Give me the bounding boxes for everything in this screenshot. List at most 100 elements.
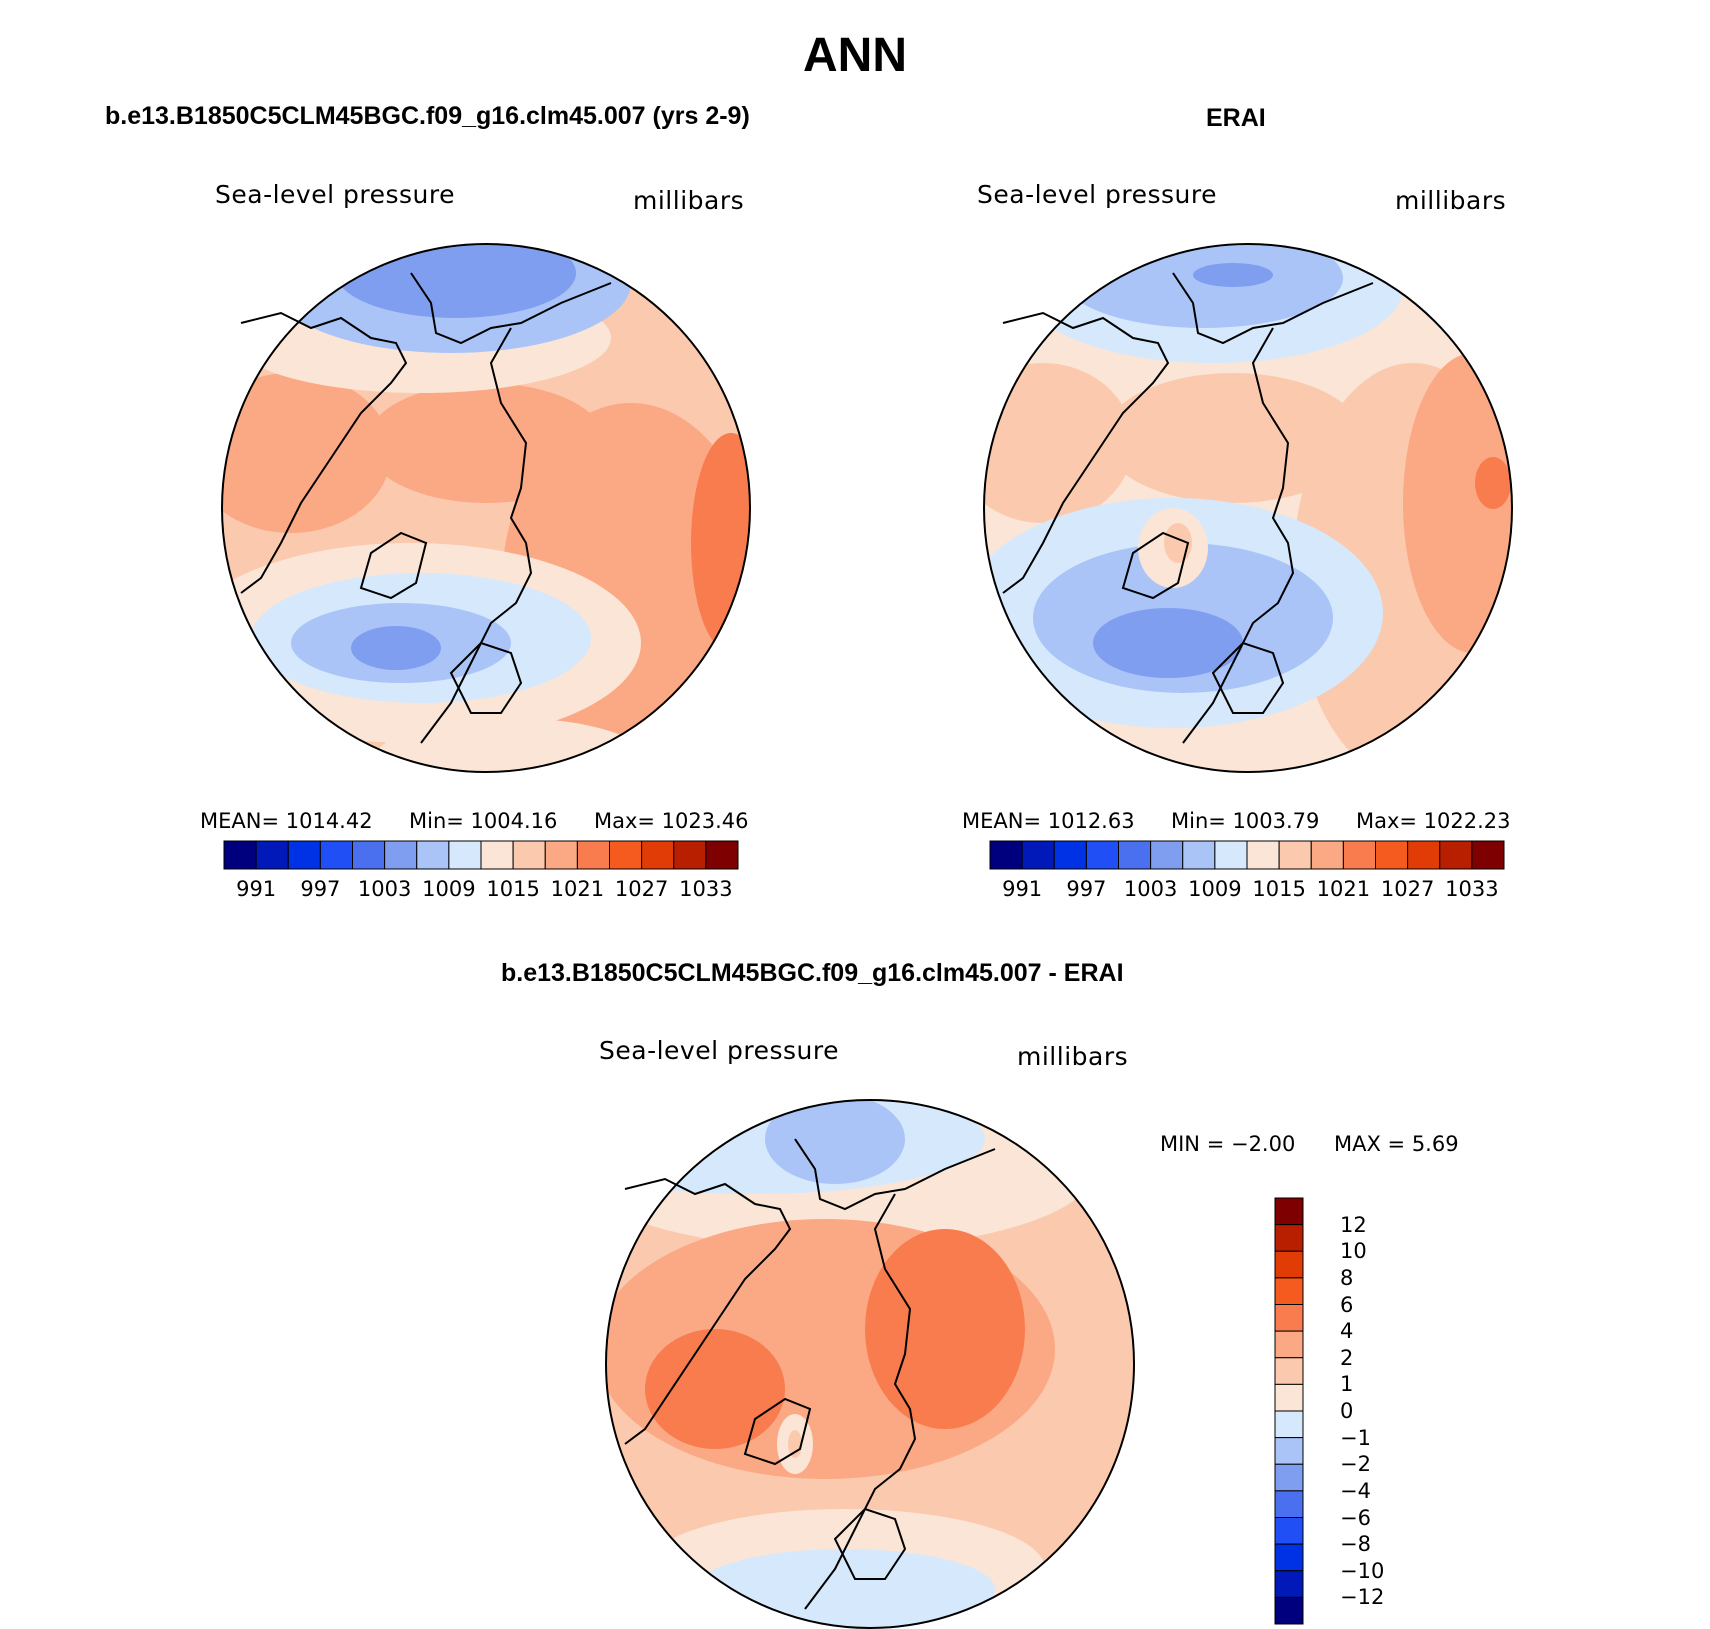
- colorbar-swatch: [287, 840, 321, 870]
- panel-3-variable-label: Sea-level pressure: [599, 1036, 839, 1065]
- colorbar-swatch: [1278, 840, 1312, 870]
- colorbar-tick-label: 1: [1340, 1372, 1354, 1397]
- colorbar-tick-label: 1009: [1188, 877, 1242, 901]
- panel-1-region-atlantic-low-core: [351, 626, 441, 670]
- colorbar-tick-label: 1027: [614, 877, 669, 901]
- colorbar-swatch: [1274, 1410, 1304, 1439]
- panel-1-region-west-high: [222, 373, 391, 533]
- colorbar-swatch: [1085, 840, 1119, 870]
- panel-2-region-pacific-low-core: [1193, 263, 1273, 287]
- panel-1-region-pacific-low-mid: [336, 244, 576, 318]
- panel-3-max-stat: MAX = 5.69: [1334, 1132, 1459, 1156]
- panel-1-title: b.e13.B1850C5CLM45BGC.f09_g16.clm45.007 …: [105, 102, 750, 130]
- colorbar-swatch: [1274, 1197, 1304, 1226]
- panel-3-coastlines: [624, 1138, 996, 1610]
- colorbar-swatch: [1274, 1517, 1304, 1545]
- panel-1-colorbar: [223, 840, 739, 870]
- colorbar-swatch: [1274, 1357, 1304, 1385]
- colorbar-tick-label: 8: [1340, 1265, 1354, 1290]
- panel-2-variable-label: Sea-level pressure: [977, 180, 1217, 209]
- colorbar-swatch: [609, 840, 643, 870]
- panel-2-title: ERAI: [1206, 104, 1266, 132]
- panel-1-min-stat: Min= 1004.16: [409, 809, 558, 833]
- panel-2-mean-stat: MEAN= 1012.63: [962, 809, 1135, 833]
- colorbar-tick-label: 1003: [1123, 877, 1178, 901]
- colorbar-swatch: [641, 840, 675, 870]
- panel-3-region-canada-core: [645, 1329, 785, 1449]
- panel-3-region-siberia-core: [865, 1229, 1025, 1429]
- panel-3-colorbar: [1274, 1197, 1304, 1625]
- colorbar-swatch: [1274, 1543, 1304, 1572]
- colorbar-swatch: [352, 840, 386, 870]
- panel-1-mean-stat: MEAN= 1014.42: [200, 809, 373, 833]
- colorbar-swatch: [544, 840, 578, 870]
- panel-1-coastlines: [240, 272, 612, 744]
- colorbar-swatch: [705, 840, 739, 870]
- colorbar-tick-label: 0: [1340, 1399, 1354, 1423]
- colorbar-tick-label: 991: [1002, 877, 1043, 901]
- panel-2-colorbar: [989, 840, 1505, 870]
- colorbar-swatch: [448, 840, 482, 870]
- panel-3-units-label: millibars: [1017, 1042, 1129, 1071]
- panel-2-min-stat: Min= 1003.79: [1171, 809, 1320, 833]
- panel-1-polar-map: [221, 243, 751, 773]
- panel-1-region-siberia-high: [366, 383, 606, 503]
- panel-3-polar-map: [605, 1099, 1135, 1629]
- colorbar-tick-label: −12: [1340, 1585, 1385, 1610]
- colorbar-swatch: [1407, 840, 1441, 870]
- colorbar-swatch: [416, 840, 450, 870]
- panel-2-coastlines: [1002, 272, 1374, 744]
- panel-2-polar-map: [983, 243, 1513, 773]
- panel-2-region-atlantic-low-core: [1093, 608, 1243, 678]
- colorbar-swatch: [255, 840, 289, 870]
- colorbar-swatch: [1274, 1330, 1304, 1359]
- panel-1-units-label: millibars: [633, 186, 745, 215]
- colorbar-swatch: [1274, 1224, 1304, 1252]
- colorbar-tick-label: 1015: [486, 877, 540, 901]
- colorbar-swatch: [673, 840, 707, 870]
- colorbar-tick-label: 1021: [550, 877, 605, 901]
- colorbar-tick-label: 997: [1066, 877, 1107, 901]
- colorbar-swatch: [223, 840, 257, 870]
- colorbar-swatch: [1118, 840, 1152, 870]
- colorbar-swatch: [1471, 840, 1505, 870]
- colorbar-tick-label: 2: [1340, 1345, 1354, 1370]
- colorbar-swatch: [1439, 840, 1473, 870]
- colorbar-swatch: [1274, 1383, 1304, 1412]
- colorbar-tick-label: −2: [1340, 1452, 1371, 1477]
- colorbar-swatch: [1274, 1463, 1304, 1492]
- panel-2-region-siberia-high: [1103, 373, 1363, 503]
- colorbar-tick-label: 1033: [1445, 877, 1499, 901]
- colorbar-tick-label: −10: [1340, 1558, 1385, 1583]
- panel-1-map-border: [221, 243, 751, 773]
- colorbar-swatch: [1342, 840, 1376, 870]
- colorbar-swatch: [1274, 1250, 1304, 1279]
- colorbar-tick-label: 10: [1340, 1239, 1367, 1264]
- panel-3-region-pacific-low: [765, 1100, 905, 1184]
- panel-2-map-border: [983, 243, 1513, 773]
- panel-1-max-stat: Max= 1023.46: [594, 809, 749, 833]
- colorbar-swatch: [384, 840, 418, 870]
- colorbar-tick-label: 1027: [1380, 877, 1435, 901]
- panel-2-region-east-medium: [1403, 353, 1512, 653]
- colorbar-tick-label: 1015: [1252, 877, 1306, 901]
- colorbar-swatch: [1021, 840, 1055, 870]
- panel-2-region-east-core: [1475, 457, 1511, 509]
- colorbar-tick-label: 6: [1340, 1292, 1354, 1317]
- colorbar-swatch: [1274, 1304, 1304, 1332]
- colorbar-tick-label: −4: [1340, 1478, 1371, 1503]
- panel-2-units-label: millibars: [1395, 186, 1507, 215]
- colorbar-swatch: [1274, 1570, 1304, 1598]
- colorbar-tick-label: −8: [1340, 1532, 1371, 1557]
- colorbar-swatch: [1274, 1490, 1304, 1518]
- panel-2-max-stat: Max= 1022.23: [1356, 809, 1511, 833]
- colorbar-swatch: [512, 840, 546, 870]
- colorbar-tick-label: 4: [1340, 1319, 1354, 1344]
- colorbar-swatch: [576, 840, 610, 870]
- panel-3-title: b.e13.B1850C5CLM45BGC.f09_g16.clm45.007 …: [501, 959, 1124, 987]
- colorbar-tick-label: 991: [236, 877, 277, 901]
- panel-1-region-east-strong: [691, 433, 750, 653]
- colorbar-swatch: [1375, 840, 1409, 870]
- colorbar-swatch: [1310, 840, 1344, 870]
- colorbar-tick-label: 1033: [679, 877, 733, 901]
